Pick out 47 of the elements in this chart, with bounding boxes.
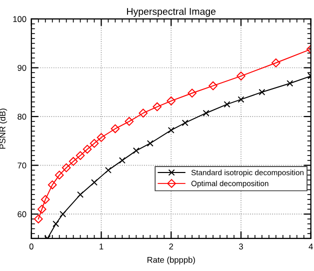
point: [146, 140, 154, 147]
point: [188, 88, 196, 98]
point: [48, 180, 57, 190]
point: [182, 120, 188, 126]
y-tick-label: 60: [18, 211, 26, 218]
point: [91, 179, 98, 186]
point: [68, 156, 78, 166]
x-tick-label: 2: [169, 244, 174, 250]
y-tick-label: 80: [18, 114, 26, 120]
point: [208, 81, 218, 90]
point: [238, 96, 244, 103]
point: [166, 96, 176, 106]
y-tick-label: 100: [13, 16, 26, 22]
point: [258, 88, 266, 96]
point: [96, 133, 106, 142]
point: [118, 157, 126, 164]
point: [110, 124, 120, 134]
point: [168, 126, 174, 134]
point: [286, 80, 294, 87]
point: [152, 102, 162, 112]
point: [224, 101, 230, 108]
point: [60, 210, 66, 218]
x-tick-label: 1: [100, 244, 104, 250]
point: [124, 116, 134, 126]
x-tick-label: 0: [29, 244, 34, 250]
y-tick-label: 70: [18, 162, 26, 168]
point: [62, 163, 71, 172]
point: [132, 147, 140, 154]
point: [77, 191, 84, 198]
chart-title: Hyperspectral Image: [127, 8, 216, 17]
point: [76, 151, 85, 160]
point: [40, 195, 50, 204]
point: [202, 110, 210, 116]
point: [82, 144, 92, 154]
point: [37, 204, 46, 214]
x-tick-label: 3: [238, 244, 243, 250]
x-axis-title: Rate (bpppb): [147, 256, 195, 264]
point: [104, 166, 112, 174]
point: [54, 170, 64, 180]
point: [52, 220, 60, 228]
point: [236, 72, 246, 80]
point: [138, 108, 148, 118]
point: [272, 58, 280, 68]
point: [90, 138, 99, 148]
point: [34, 214, 43, 224]
x-tick-label: 4: [308, 244, 313, 250]
y-tick-label: 90: [18, 64, 26, 71]
